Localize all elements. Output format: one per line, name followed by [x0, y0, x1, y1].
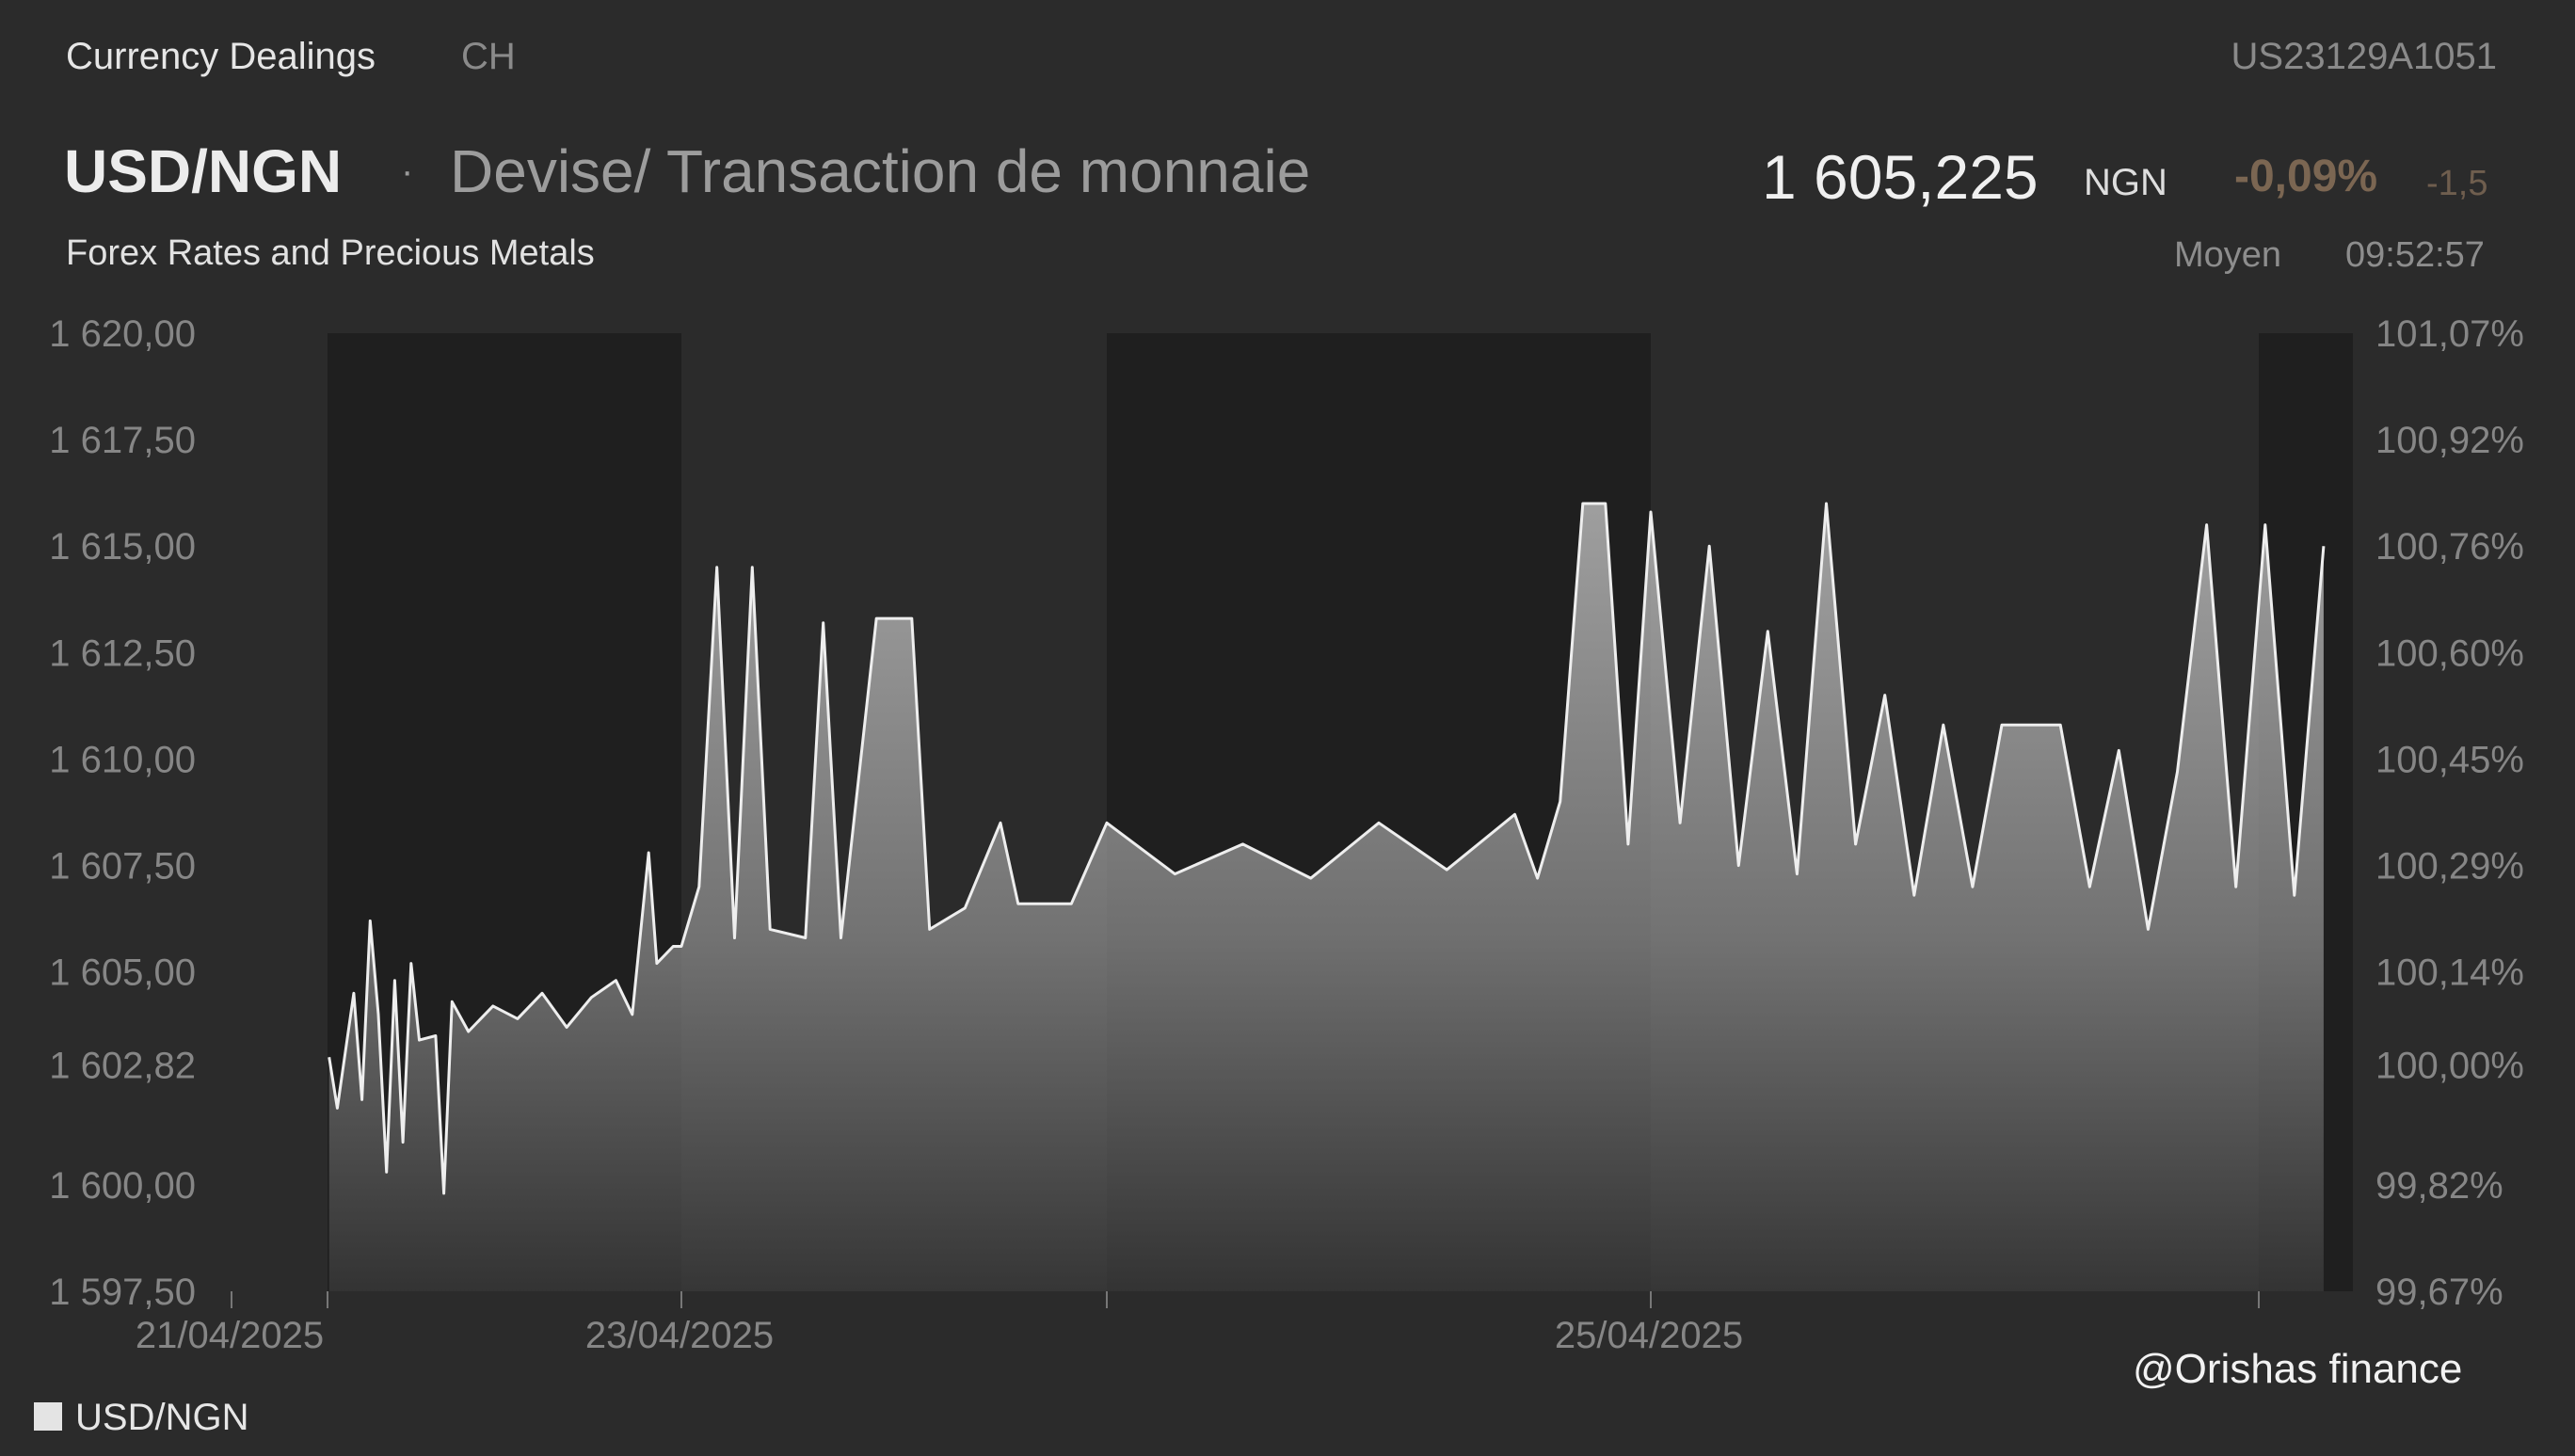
y-tick-right: 100,92%: [2375, 420, 2524, 461]
legend-swatch: [34, 1402, 62, 1431]
x-tick-label: 21/04/2025: [136, 1315, 324, 1356]
isin-code: US23129A1051: [2231, 36, 2497, 77]
change-percent: -0,09%: [2234, 152, 2378, 201]
section-title: Currency Dealings: [66, 36, 376, 77]
instrument-description: Devise/ Transaction de monnaie: [450, 137, 1311, 205]
y-tick-left: 1 600,00: [49, 1165, 196, 1207]
last-price: 1 605,225: [1762, 142, 2039, 212]
x-tick-label: 23/04/2025: [585, 1315, 774, 1356]
price-currency: NGN: [2084, 162, 2167, 203]
y-tick-left: 1 602,82: [49, 1045, 196, 1086]
country-code: CH: [461, 36, 516, 77]
y-tick-right: 100,76%: [2375, 526, 2524, 568]
y-tick-left: 1 607,50: [49, 846, 196, 888]
y-tick-left: 1 615,00: [49, 526, 196, 568]
y-tick-right: 101,07%: [2375, 313, 2524, 355]
x-tick-label: 25/04/2025: [1555, 1315, 1743, 1356]
title-separator: ·: [401, 151, 414, 192]
y-tick-right: 100,14%: [2375, 952, 2524, 994]
quote-time: 09:52:57: [2345, 235, 2485, 275]
y-tick-left: 1 620,00: [49, 313, 196, 355]
change-absolute: -1,5: [2426, 164, 2488, 203]
legend-label[interactable]: USD/NGN: [75, 1397, 249, 1438]
y-tick-right: 99,82%: [2375, 1165, 2503, 1207]
watermark: @Orishas finance: [2133, 1346, 2463, 1392]
y-tick-right: 100,29%: [2375, 846, 2524, 888]
pair-title: USD/NGN: [64, 137, 343, 205]
y-tick-left: 1 617,50: [49, 420, 196, 461]
y-tick-left: 1 610,00: [49, 739, 196, 780]
y-tick-right: 100,45%: [2375, 739, 2524, 780]
y-tick-left: 1 612,50: [49, 632, 196, 674]
y-tick-left: 1 597,50: [49, 1272, 196, 1313]
y-tick-right: 100,60%: [2375, 632, 2524, 674]
category-subtitle: Forex Rates and Precious Metals: [66, 233, 595, 273]
y-tick-right: 99,67%: [2375, 1272, 2503, 1313]
series-area-usd-ngn: [328, 504, 2324, 1291]
y-tick-left: 1 605,00: [49, 952, 196, 994]
series-line-usd-ngn: [328, 502, 2326, 1195]
price-type: Moyen: [2174, 235, 2282, 275]
y-tick-right: 100,00%: [2375, 1045, 2524, 1086]
